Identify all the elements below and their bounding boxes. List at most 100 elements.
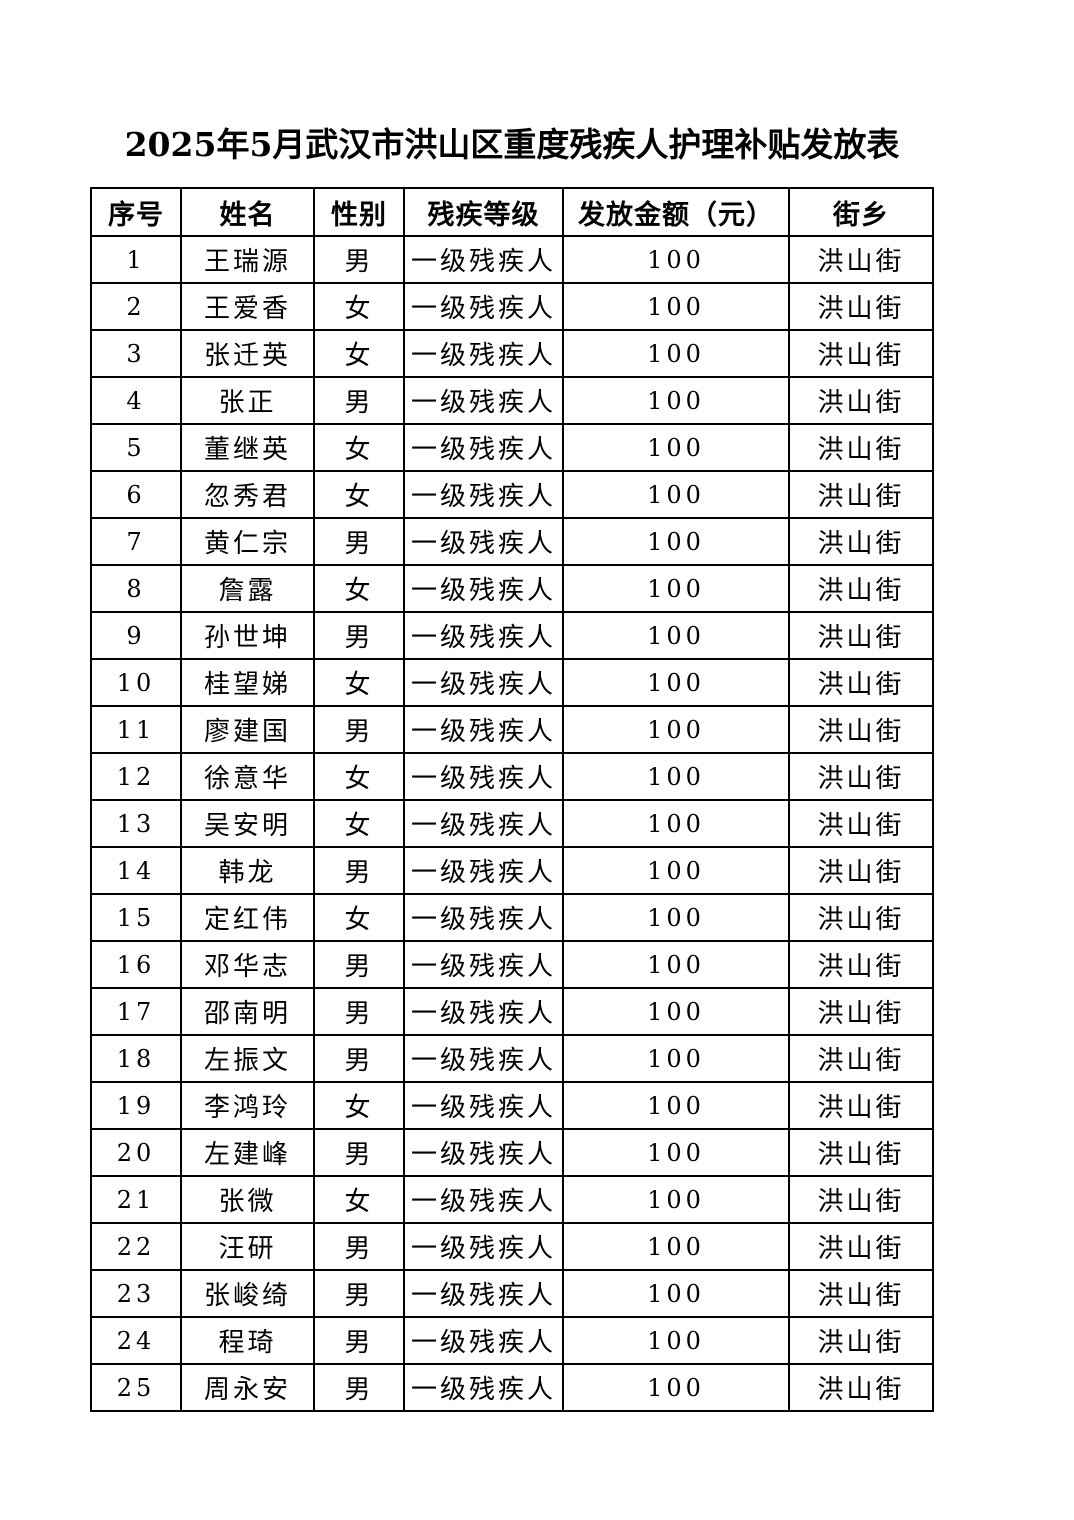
table-row: 9 孙世坤男一级残疾人 100 洪山街 <box>90 611 934 660</box>
cell-index: 12 <box>90 752 182 801</box>
cell-street: 洪山街 <box>788 987 934 1036</box>
cell-index: 19 <box>90 1081 182 1130</box>
cell-name: 黄仁宗 <box>180 517 315 566</box>
cell-amount: 100 <box>562 752 790 801</box>
table-row: 3 张迁英女一级残疾人 100 洪山街 <box>90 329 934 378</box>
table-row: 23 张峻绮男一级残疾人 100 洪山街 <box>90 1269 934 1318</box>
cell-disability-level: 一级残疾人 <box>403 235 564 284</box>
cell-amount: 100 <box>562 1128 790 1177</box>
cell-street: 洪山街 <box>788 799 934 848</box>
cell-disability-level: 一级残疾人 <box>403 376 564 425</box>
cell-disability-level: 一级残疾人 <box>403 611 564 660</box>
cell-amount: 100 <box>562 423 790 472</box>
cell-gender: 女 <box>313 564 405 613</box>
cell-index: 25 <box>90 1363 182 1412</box>
table-row: 20 左建峰男一级残疾人 100 洪山街 <box>90 1128 934 1177</box>
header-street: 街乡 <box>788 187 934 237</box>
cell-gender: 男 <box>313 1363 405 1412</box>
cell-street: 洪山街 <box>788 940 934 989</box>
cell-name: 韩龙 <box>180 846 315 895</box>
subsidy-table: 序号 姓名 性别 残疾等级 发放金额（元） 街乡 1 王瑞源男一级残疾人 100 洪山… <box>90 187 934 1412</box>
cell-disability-level: 一级残疾人 <box>403 658 564 707</box>
table-row: 1 王瑞源男一级残疾人 100 洪山街 <box>90 235 934 284</box>
cell-index: 9 <box>90 611 182 660</box>
cell-gender: 女 <box>313 799 405 848</box>
cell-name: 徐意华 <box>180 752 315 801</box>
cell-index: 3 <box>90 329 182 378</box>
cell-amount: 100 <box>562 1081 790 1130</box>
cell-amount: 100 <box>562 470 790 519</box>
cell-name: 廖建国 <box>180 705 315 754</box>
cell-gender: 女 <box>313 893 405 942</box>
cell-disability-level: 一级残疾人 <box>403 893 564 942</box>
cell-name: 王瑞源 <box>180 235 315 284</box>
table-row: 7 黄仁宗男一级残疾人 100 洪山街 <box>90 517 934 566</box>
cell-index: 8 <box>90 564 182 613</box>
cell-gender: 女 <box>313 1081 405 1130</box>
cell-street: 洪山街 <box>788 517 934 566</box>
table-row: 11 廖建国男一级残疾人 100 洪山街 <box>90 705 934 754</box>
cell-street: 洪山街 <box>788 376 934 425</box>
table-row: 21 张微女一级残疾人 100 洪山街 <box>90 1175 934 1224</box>
cell-amount: 100 <box>562 1316 790 1365</box>
cell-street: 洪山街 <box>788 470 934 519</box>
header-amount: 发放金额（元） <box>562 187 790 237</box>
cell-disability-level: 一级残疾人 <box>403 423 564 472</box>
cell-disability-level: 一级残疾人 <box>403 1363 564 1412</box>
cell-index: 5 <box>90 423 182 472</box>
cell-street: 洪山街 <box>788 846 934 895</box>
cell-gender: 男 <box>313 611 405 660</box>
cell-name: 张正 <box>180 376 315 425</box>
cell-index: 4 <box>90 376 182 425</box>
cell-index: 15 <box>90 893 182 942</box>
page-title: 2025年5月武汉市洪山区重度残疾人护理补贴发放表 <box>124 125 900 164</box>
cell-name: 邓华志 <box>180 940 315 989</box>
cell-disability-level: 一级残疾人 <box>403 1175 564 1224</box>
cell-name: 左建峰 <box>180 1128 315 1177</box>
cell-index: 16 <box>90 940 182 989</box>
cell-name: 李鸿玲 <box>180 1081 315 1130</box>
cell-disability-level: 一级残疾人 <box>403 846 564 895</box>
cell-street: 洪山街 <box>788 705 934 754</box>
cell-street: 洪山街 <box>788 1175 934 1224</box>
cell-street: 洪山街 <box>788 329 934 378</box>
cell-disability-level: 一级残疾人 <box>403 799 564 848</box>
cell-gender: 女 <box>313 1175 405 1224</box>
table-row: 19 李鸿玲女一级残疾人 100 洪山街 <box>90 1081 934 1130</box>
cell-index: 22 <box>90 1222 182 1271</box>
cell-disability-level: 一级残疾人 <box>403 987 564 1036</box>
cell-name: 程琦 <box>180 1316 315 1365</box>
cell-index: 24 <box>90 1316 182 1365</box>
table-row: 13 吴安明女一级残疾人 100 洪山街 <box>90 799 934 848</box>
cell-gender: 男 <box>313 987 405 1036</box>
table-row: 14 韩龙男一级残疾人 100 洪山街 <box>90 846 934 895</box>
cell-street: 洪山街 <box>788 1034 934 1083</box>
table-row: 25 周永安男一级残疾人 100 洪山街 <box>90 1363 934 1412</box>
cell-amount: 100 <box>562 893 790 942</box>
cell-name: 董继英 <box>180 423 315 472</box>
table-row: 10 桂望娣女一级残疾人 100 洪山街 <box>90 658 934 707</box>
table-row: 5 董继英女一级残疾人 100 洪山街 <box>90 423 934 472</box>
cell-street: 洪山街 <box>788 282 934 331</box>
cell-index: 14 <box>90 846 182 895</box>
cell-gender: 女 <box>313 658 405 707</box>
cell-gender: 男 <box>313 1128 405 1177</box>
cell-street: 洪山街 <box>788 1269 934 1318</box>
table-row: 24 程琦男一级残疾人 100 洪山街 <box>90 1316 934 1365</box>
cell-index: 1 <box>90 235 182 284</box>
cell-disability-level: 一级残疾人 <box>403 1081 564 1130</box>
cell-name: 吴安明 <box>180 799 315 848</box>
cell-amount: 100 <box>562 1175 790 1224</box>
cell-street: 洪山街 <box>788 564 934 613</box>
cell-disability-level: 一级残疾人 <box>403 564 564 613</box>
header-name: 姓名 <box>180 187 315 237</box>
cell-amount: 100 <box>562 235 790 284</box>
cell-street: 洪山街 <box>788 1128 934 1177</box>
cell-name: 詹露 <box>180 564 315 613</box>
cell-street: 洪山街 <box>788 1316 934 1365</box>
cell-name: 张峻绮 <box>180 1269 315 1318</box>
cell-amount: 100 <box>562 705 790 754</box>
cell-name: 汪研 <box>180 1222 315 1271</box>
cell-gender: 女 <box>313 752 405 801</box>
cell-gender: 女 <box>313 470 405 519</box>
